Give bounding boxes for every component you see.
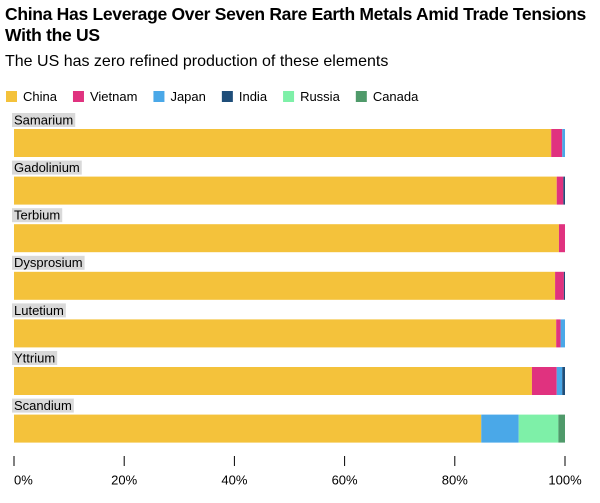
bar-segment xyxy=(562,129,565,157)
bar-segment xyxy=(518,414,559,443)
bar-segment xyxy=(556,367,563,395)
x-tick-label: 40% xyxy=(221,472,247,487)
category-label-bg xyxy=(12,255,85,270)
bar-segment xyxy=(563,176,565,205)
legend-swatch xyxy=(6,91,17,102)
category-label: Terbium xyxy=(14,208,60,223)
category-label-bg xyxy=(12,160,82,175)
category-label: Gadolinium xyxy=(14,160,80,175)
legend-label: India xyxy=(239,89,268,104)
bar-segment xyxy=(556,319,561,348)
bar-segment xyxy=(558,414,565,443)
legend-swatch xyxy=(355,91,367,102)
legend-label: Canada xyxy=(373,89,419,104)
bar-segment xyxy=(481,414,519,443)
legend-swatch xyxy=(72,91,84,102)
legend-swatch xyxy=(153,91,165,102)
bar-segment xyxy=(14,414,482,443)
bar-segment xyxy=(14,367,532,395)
legend-label: Vietnam xyxy=(90,89,137,104)
category-label-bg xyxy=(12,351,58,365)
bar-segment xyxy=(555,271,564,300)
x-tick-label: 20% xyxy=(111,472,137,487)
bar-segment xyxy=(14,271,556,300)
x-tick-label: 60% xyxy=(332,472,358,487)
category-label: Scandium xyxy=(14,398,72,413)
legend-label: China xyxy=(23,89,58,104)
legend-swatch xyxy=(283,91,295,102)
x-tick-label: 80% xyxy=(442,472,468,487)
category-label-bg xyxy=(12,303,66,318)
x-tick-label: 0% xyxy=(14,472,33,487)
bar-segment xyxy=(551,129,563,157)
bar-segment xyxy=(531,367,557,395)
chart-title: China Has Leverage Over Seven Rare Earth… xyxy=(5,4,586,45)
legend-label: Russia xyxy=(300,89,341,104)
chart-subtitle: The US has zero refined production of th… xyxy=(5,53,389,70)
bar-segment xyxy=(14,319,557,348)
bar-segment xyxy=(563,271,565,300)
bar-segment xyxy=(558,224,565,253)
category-label-bg xyxy=(12,113,76,127)
category-label-bg xyxy=(12,398,74,413)
category-label: Dysprosium xyxy=(14,255,83,270)
category-label: Lutetium xyxy=(14,303,64,318)
bar-segment xyxy=(14,224,559,253)
category-label: Samarium xyxy=(14,112,73,127)
x-tick-label: 100% xyxy=(548,472,582,487)
bar-segment xyxy=(560,319,565,348)
bar-segment xyxy=(14,176,557,205)
category-label: Yttrium xyxy=(14,350,55,365)
bar-segment xyxy=(556,176,564,205)
bar-segment xyxy=(562,367,565,395)
legend-label: Japan xyxy=(170,89,205,104)
bar-segment xyxy=(14,129,552,157)
category-label-bg xyxy=(12,208,63,223)
legend-swatch xyxy=(221,91,233,102)
